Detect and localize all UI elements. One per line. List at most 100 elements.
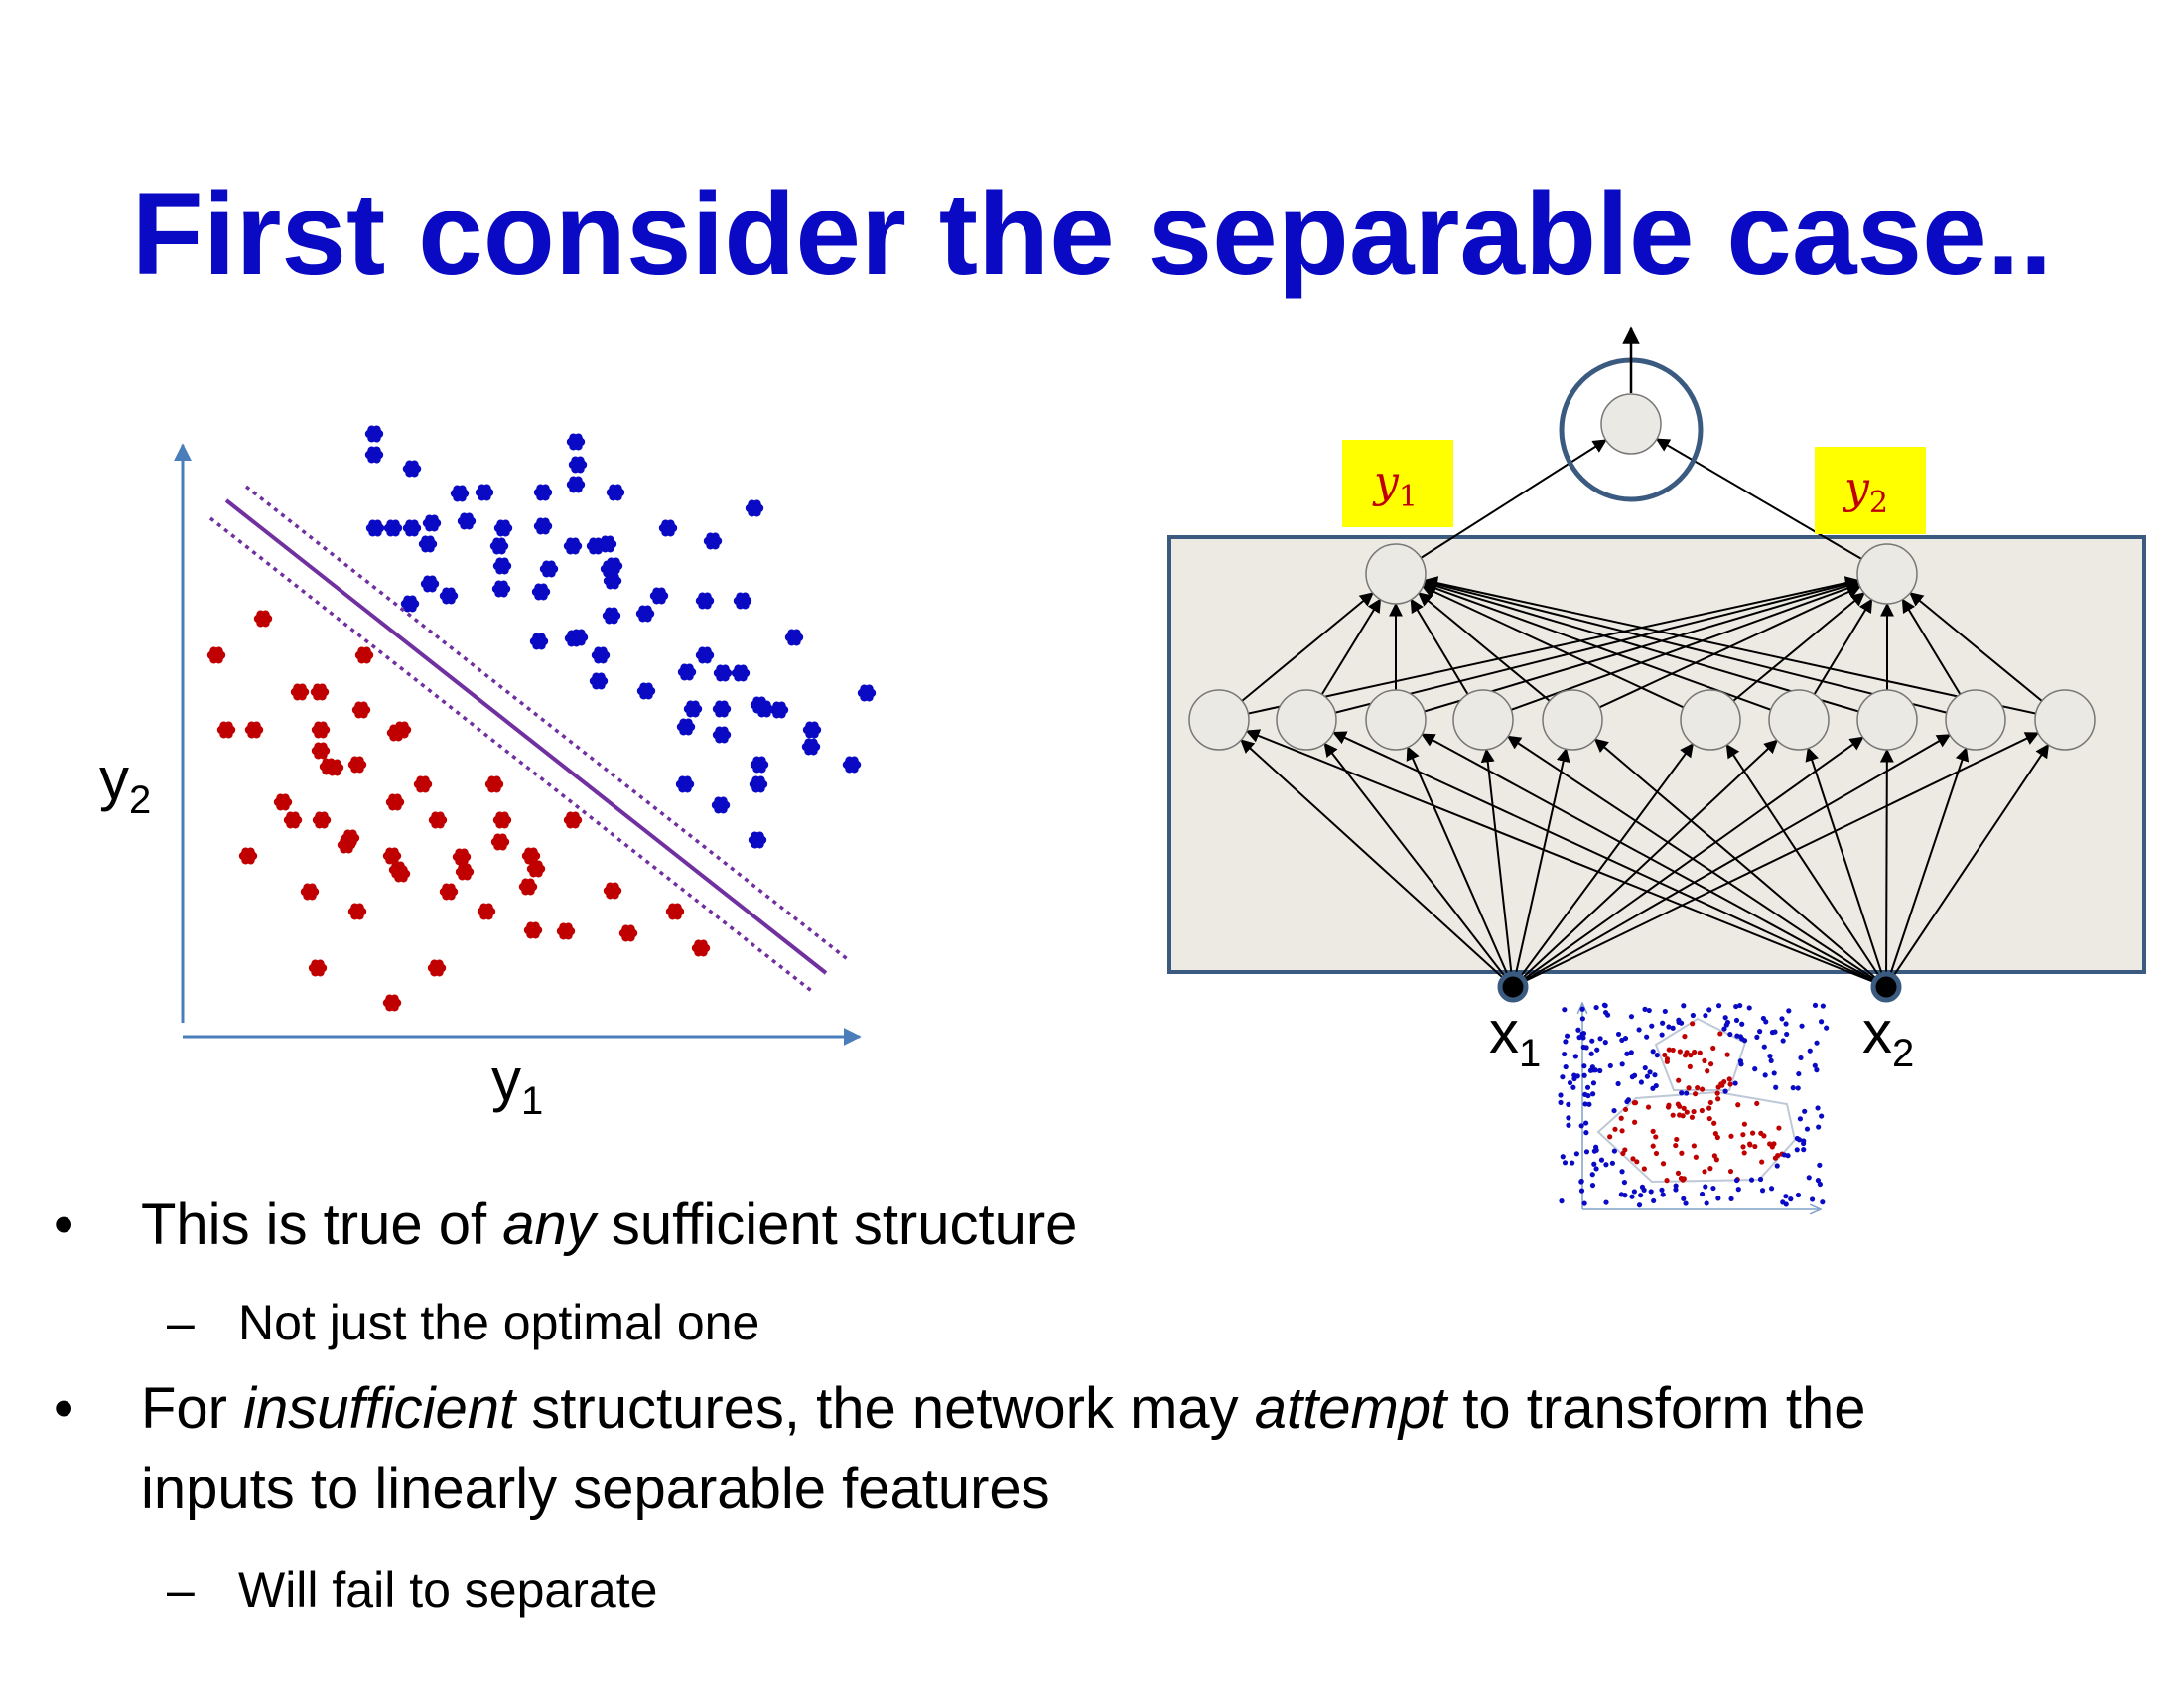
inset-class-a-dot: [1757, 1176, 1764, 1183]
inset-class-a-dot: [1723, 1022, 1729, 1028]
inset-class-b-dot: [1705, 1068, 1710, 1074]
inset-class-a-dot: [1636, 1027, 1642, 1033]
inset-class-a-dot: [1562, 1051, 1568, 1057]
inset-class-a-dot: [1761, 1044, 1767, 1050]
class-a-point: [475, 484, 494, 501]
inset-class-a-dot: [1579, 1016, 1585, 1022]
inset-class-b-dot: [1650, 1128, 1656, 1134]
input-to-hidden-edge: [1512, 747, 1570, 988]
class-b-point: [665, 903, 685, 920]
inset-class-a-dot: [1684, 1090, 1690, 1096]
inset-class-a-dot: [1818, 1019, 1825, 1025]
class-a-point: [603, 572, 622, 590]
hidden-neuron: [1856, 689, 1918, 751]
inset-class-a-dot: [1795, 1085, 1801, 1091]
inset-class-a-dot: [1644, 1073, 1650, 1079]
feature-space-scatter-plot: y2 y1: [99, 425, 877, 1123]
inset-class-a-dot: [1611, 1148, 1617, 1154]
class-a-point: [563, 537, 583, 555]
class-a-point: [635, 605, 655, 623]
class-b-point: [428, 811, 448, 829]
inset-class-a-dot: [1799, 1023, 1805, 1029]
input-to-hidden-edge: [1406, 746, 1514, 988]
class-a-point: [533, 517, 553, 535]
inset-class-b-dot: [1664, 1056, 1671, 1062]
inset-class-a-dot: [1583, 1130, 1589, 1136]
inset-class-b-dot: [1618, 1115, 1624, 1121]
network-nodes: [1188, 543, 2096, 751]
class-a-point: [420, 575, 440, 593]
class-b-point: [452, 848, 472, 866]
inset-class-a-dot: [1628, 1014, 1635, 1020]
inset-class-a-dot: [1666, 1024, 1672, 1030]
inset-class-a-dot: [1774, 1163, 1780, 1169]
inset-class-a-dot: [1566, 1101, 1571, 1107]
class-b-point: [283, 811, 303, 829]
inset-class-b-dot: [1715, 1096, 1721, 1102]
inset-class-b-dot: [1707, 1099, 1713, 1106]
inset-class-a-dot: [1670, 1025, 1676, 1031]
inset-class-a-dot: [1794, 1135, 1801, 1142]
class-b-point: [253, 610, 273, 628]
inset-class-a-dot: [1570, 1084, 1576, 1090]
inset-class-a-dot: [1748, 1177, 1755, 1183]
inset-class-b-dot: [1607, 1134, 1613, 1140]
inset-class-a-dot: [1570, 1160, 1575, 1166]
inset-class-a-dot: [1706, 1007, 1712, 1013]
input-label-x1: x1: [1489, 999, 1541, 1075]
inset-class-b-dot: [1660, 1161, 1667, 1167]
class-a-point: [711, 796, 731, 814]
class-b-point: [385, 793, 405, 811]
inset-class-a-dot: [1603, 1162, 1609, 1168]
class-a-point: [675, 775, 695, 793]
inset-class-a-dot: [1704, 1200, 1709, 1206]
class-a-point: [677, 663, 697, 681]
class-a-point: [733, 592, 752, 610]
class-b-point: [523, 921, 543, 939]
inset-class-a-dot: [1681, 1003, 1687, 1009]
neural-network-diagram: y1 y2 x1 x2: [1167, 326, 2146, 1075]
inset-class-a-dot: [1814, 1040, 1820, 1046]
class-a-point: [365, 519, 385, 537]
inset-class-a-dot: [1602, 1003, 1608, 1009]
inset-class-a-dot: [1673, 1187, 1679, 1193]
input-to-hidden-edge: [1725, 743, 1887, 988]
inset-class-a-dot: [1676, 1019, 1682, 1026]
inset-class-b-dot: [1752, 1143, 1758, 1150]
inset-class-a-dot: [1566, 1115, 1571, 1121]
inset-class-a-dot: [1581, 1063, 1587, 1069]
inset-class-a-dot: [1589, 1172, 1595, 1178]
inset-class-b-dot: [1632, 1119, 1638, 1125]
inset-class-a-dot: [1563, 1063, 1569, 1070]
inset-class-b-dot: [1714, 1134, 1720, 1141]
class-a-points: [364, 425, 877, 849]
inset-class-a-dot: [1773, 1084, 1779, 1090]
inset-class-a-dot: [1783, 1194, 1789, 1199]
inset-class-a-dot: [1807, 1048, 1813, 1054]
inset-class-b-dot: [1679, 1150, 1685, 1156]
inset-class-b-dot: [1677, 1049, 1683, 1055]
inset-class-b-dot: [1711, 1153, 1717, 1159]
inset-class-a-dot: [1703, 1013, 1708, 1019]
inset-class-b-dot: [1702, 1057, 1707, 1063]
inset-class-a-dot: [1814, 1067, 1820, 1073]
inset-class-a-dot: [1621, 1179, 1628, 1186]
inset-class-a-dot: [1593, 1144, 1599, 1150]
inset-class-a-dot: [1564, 1033, 1570, 1039]
inset-class-a-dot: [1733, 1003, 1739, 1010]
inset-class-a-dot: [1638, 1079, 1645, 1085]
class-a-point: [402, 460, 422, 478]
class-b-point: [518, 878, 538, 896]
class-b-point: [618, 924, 638, 942]
inset-class-b-dot: [1721, 1079, 1727, 1085]
inset-class-a-dot: [1609, 1160, 1616, 1166]
inset-class-a-dot: [1644, 1034, 1650, 1040]
class-b-point: [244, 721, 264, 739]
inset-class-b-dot: [1676, 1077, 1682, 1083]
inset-class-b-dot: [1741, 1121, 1747, 1127]
class-b-point: [391, 865, 411, 883]
inset-class-a-dot: [1683, 1200, 1689, 1206]
input-to-hidden-edge: [1512, 732, 2040, 988]
class-a-point: [539, 560, 559, 578]
inset-class-b-dot: [1670, 1112, 1676, 1118]
